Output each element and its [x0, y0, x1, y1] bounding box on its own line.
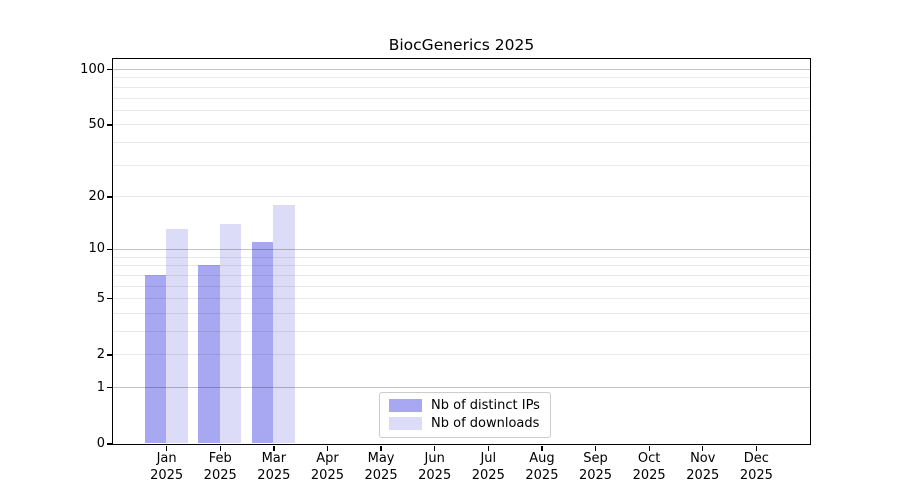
- y-axis-label-100: 100: [80, 61, 105, 77]
- x-axis-tick-dec: [755, 445, 758, 451]
- gridline-minor-3: [112, 331, 810, 333]
- x-axis-label-year-nov: 2025: [686, 467, 720, 483]
- gridline-major-100: [112, 69, 810, 71]
- y-axis-tick-20: [106, 196, 112, 198]
- y-axis-tick-10: [106, 248, 112, 251]
- y-axis-label-20: 20: [88, 188, 105, 204]
- chart-title: BiocGenerics 2025: [388, 36, 535, 54]
- x-axis-label-year-jan: 2025: [150, 467, 184, 483]
- x-axis-label-month-nov: Nov: [690, 451, 716, 466]
- gridline-minor-20: [112, 196, 810, 198]
- gridline-minor-90: [112, 77, 810, 79]
- x-axis-label-year-may: 2025: [364, 467, 398, 483]
- x-axis-label-year-feb: 2025: [203, 467, 237, 483]
- x-axis-tick-may: [380, 445, 382, 451]
- x-axis-tick-aug: [541, 445, 543, 451]
- y-axis-tick-100: [106, 68, 112, 71]
- y-axis-tick-50: [106, 124, 112, 126]
- x-axis-tick-mar: [273, 445, 275, 451]
- x-axis-label-oct: Oct 2025: [617, 451, 681, 484]
- bar-nb-of-downloads-jan: [166, 229, 188, 444]
- x-axis-label-month-aug: Aug: [529, 451, 555, 466]
- gridline-minor-5: [112, 298, 810, 300]
- x-axis-label-year-dec: 2025: [739, 467, 773, 483]
- bar-nb-of-distinct-ips-mar: [251, 241, 274, 444]
- x-axis-label-year-apr: 2025: [310, 467, 344, 483]
- x-axis-label-month-dec: Dec: [743, 451, 769, 466]
- y-axis-label-2: 2: [96, 346, 105, 362]
- x-axis-tick-sep: [594, 445, 597, 451]
- legend-swatch-downloads-icon: [389, 417, 422, 430]
- x-axis-tick-oct: [648, 445, 650, 451]
- gridline-minor-40: [112, 142, 810, 144]
- x-axis-label-jun: Jun 2025: [403, 451, 467, 484]
- x-axis-label-year-jul: 2025: [471, 467, 505, 483]
- bar-nb-of-downloads-mar: [273, 204, 295, 444]
- y-axis-tick-2: [106, 354, 112, 356]
- gridline-minor-4: [112, 312, 810, 314]
- x-axis-label-jan: Jan 2025: [135, 451, 199, 484]
- x-axis-label-mar: Mar 2025: [242, 451, 306, 484]
- y-axis-label-5: 5: [96, 290, 105, 306]
- x-axis-label-year-aug: 2025: [525, 467, 559, 483]
- x-axis-tick-feb: [219, 445, 221, 451]
- x-axis-label-jul: Jul 2025: [456, 451, 520, 484]
- x-axis-label-year-oct: 2025: [632, 467, 666, 483]
- plot-area: [111, 57, 811, 445]
- x-axis-label-month-may: May: [367, 451, 395, 466]
- x-axis-label-dec: Dec 2025: [724, 451, 788, 484]
- x-axis-label-sep: Sep 2025: [564, 451, 628, 484]
- y-axis-label-50: 50: [88, 116, 105, 132]
- x-axis-label-month-jun: Jun: [424, 451, 445, 466]
- x-axis-label-month-jul: Jul: [480, 451, 497, 466]
- x-axis-label-month-apr: Apr: [316, 451, 339, 466]
- y-axis-tick-0: [106, 443, 112, 445]
- x-axis-label-feb: Feb 2025: [188, 451, 252, 484]
- gridline-minor-7: [112, 274, 810, 276]
- x-axis-label-month-sep: Sep: [583, 451, 608, 466]
- legend-item-downloads: Nb of downloads: [389, 416, 540, 431]
- x-axis-label-aug: Aug 2025: [510, 451, 574, 484]
- legend-swatch-distinct-ips-icon: [389, 399, 422, 412]
- gridline-minor-60: [112, 109, 810, 111]
- gridline-minor-50: [112, 124, 810, 126]
- legend: Nb of distinct IPs Nb of downloads: [379, 392, 551, 438]
- y-axis-label-0: 0: [96, 436, 105, 451]
- y-axis-label-10: 10: [88, 241, 105, 257]
- x-axis-label-year-sep: 2025: [578, 467, 613, 483]
- y-axis-tick-1: [106, 387, 112, 389]
- gridline-minor-2: [112, 354, 810, 356]
- gridline-minor-70: [112, 97, 810, 99]
- x-axis-tick-nov: [702, 445, 704, 451]
- x-axis-tick-apr: [326, 445, 329, 451]
- y-axis-tick-5: [106, 298, 112, 300]
- gridline-major-1: [112, 387, 810, 389]
- x-axis-label-month-oct: Oct: [637, 451, 661, 466]
- x-axis-label-apr: Apr 2025: [295, 451, 359, 484]
- x-axis-label-nov: Nov 2025: [671, 451, 735, 484]
- x-axis-label-month-mar: Mar: [261, 451, 287, 466]
- gridline-major-10: [112, 248, 810, 250]
- bar-nb-of-downloads-feb: [219, 223, 242, 444]
- x-axis-label-may: May 2025: [349, 451, 413, 484]
- legend-label-downloads: Nb of downloads: [431, 416, 540, 431]
- x-axis-label-month-feb: Feb: [208, 451, 232, 466]
- gridline-minor-9: [112, 256, 810, 258]
- x-axis-label-month-jan: Jan: [156, 451, 177, 466]
- gridline-minor-6: [112, 285, 810, 287]
- x-axis-tick-jul: [487, 445, 489, 451]
- gridline-minor-80: [112, 86, 810, 88]
- x-axis-tick-jun: [434, 445, 436, 451]
- gridline-minor-8: [112, 265, 810, 267]
- x-axis-label-year-mar: 2025: [257, 467, 291, 483]
- legend-item-distinct-ips: Nb of distinct IPs: [389, 398, 540, 413]
- legend-label-distinct-ips: Nb of distinct IPs: [431, 398, 540, 413]
- gridline-minor-30: [112, 164, 810, 166]
- x-axis-tick-jan: [166, 445, 168, 451]
- x-axis-label-year-jun: 2025: [418, 467, 452, 483]
- bar-nb-of-distinct-ips-jan: [144, 274, 167, 444]
- bar-nb-of-distinct-ips-feb: [198, 265, 220, 444]
- y-axis-label-1: 1: [96, 379, 105, 395]
